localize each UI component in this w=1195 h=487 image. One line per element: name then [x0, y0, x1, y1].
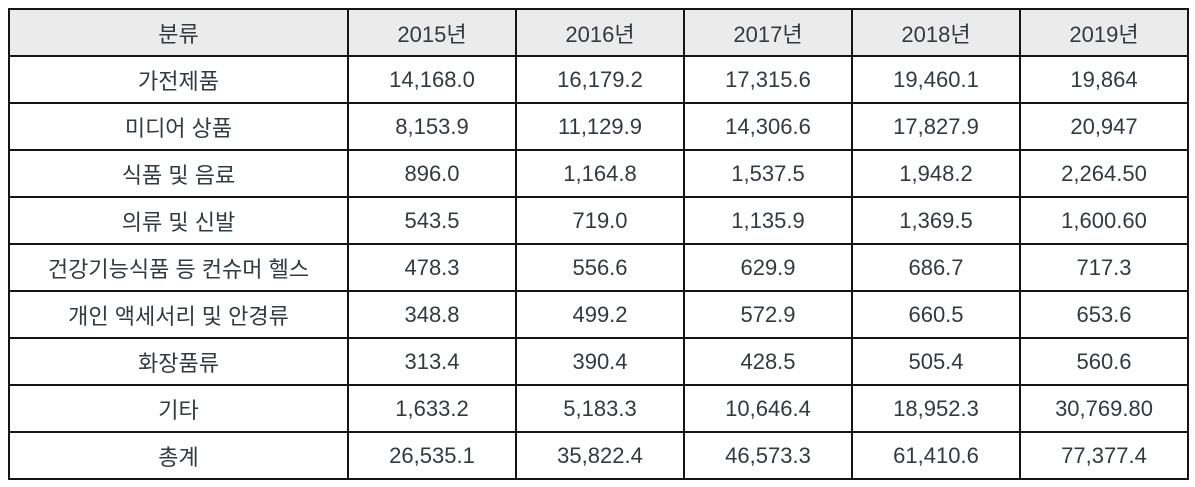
table-cell: 505.4	[851, 337, 1021, 386]
table-cell: 1,369.5	[851, 196, 1021, 245]
table-cell: 1,135.9	[683, 196, 853, 245]
table-row: 가전제품 14,168.0 16,179.2 17,315.6 19,460.1…	[8, 55, 1189, 104]
column-header-2018: 2018년	[851, 8, 1021, 57]
row-label: 가전제품	[8, 55, 349, 104]
row-label: 건강기능식품 등 컨슈머 헬스	[8, 243, 349, 292]
table-cell: 653.6	[1019, 290, 1189, 339]
table-cell: 11,129.9	[515, 102, 685, 151]
table-cell: 77,377.4	[1019, 431, 1189, 480]
table-cell: 543.5	[347, 196, 517, 245]
table-cell: 20,947	[1019, 102, 1189, 151]
table-cell: 1,600.60	[1019, 196, 1189, 245]
table-cell: 17,315.6	[683, 55, 853, 104]
table-cell: 16,179.2	[515, 55, 685, 104]
table-cell: 719.0	[515, 196, 685, 245]
table-cell: 14,168.0	[347, 55, 517, 104]
table-cell: 348.8	[347, 290, 517, 339]
table-cell: 1,164.8	[515, 149, 685, 198]
table-cell: 717.3	[1019, 243, 1189, 292]
table-cell: 5,183.3	[515, 384, 685, 433]
table-cell: 26,535.1	[347, 431, 517, 480]
table-row: 식품 및 음료 896.0 1,164.8 1,537.5 1,948.2 2,…	[8, 149, 1189, 198]
table-row-total: 총계 26,535.1 35,822.4 46,573.3 61,410.6 7…	[8, 431, 1189, 480]
column-header-2019: 2019년	[1019, 8, 1189, 57]
table-cell: 560.6	[1019, 337, 1189, 386]
row-label: 기타	[8, 384, 349, 433]
row-label: 총계	[8, 431, 349, 480]
row-label: 미디어 상품	[8, 102, 349, 151]
table-cell: 478.3	[347, 243, 517, 292]
table-cell: 313.4	[347, 337, 517, 386]
row-label: 화장품류	[8, 337, 349, 386]
table-cell: 10,646.4	[683, 384, 853, 433]
column-header-category: 분류	[8, 8, 349, 57]
table-row: 개인 액세서리 및 안경류 348.8 499.2 572.9 660.5 65…	[8, 290, 1189, 339]
table-cell: 8,153.9	[347, 102, 517, 151]
table-cell: 556.6	[515, 243, 685, 292]
row-label: 개인 액세서리 및 안경류	[8, 290, 349, 339]
table-cell: 30,769.80	[1019, 384, 1189, 433]
table-cell: 19,864	[1019, 55, 1189, 104]
table-cell: 14,306.6	[683, 102, 853, 151]
table-cell: 46,573.3	[683, 431, 853, 480]
table-cell: 660.5	[851, 290, 1021, 339]
table-cell: 390.4	[515, 337, 685, 386]
table-cell: 19,460.1	[851, 55, 1021, 104]
table-cell: 1,537.5	[683, 149, 853, 198]
column-header-2016: 2016년	[515, 8, 685, 57]
table-row: 미디어 상품 8,153.9 11,129.9 14,306.6 17,827.…	[8, 102, 1189, 151]
table-cell: 61,410.6	[851, 431, 1021, 480]
column-header-2015: 2015년	[347, 8, 517, 57]
table-cell: 2,264.50	[1019, 149, 1189, 198]
header-row: 분류 2015년 2016년 2017년 2018년 2019년	[8, 8, 1189, 57]
table-row: 의류 및 신발 543.5 719.0 1,135.9 1,369.5 1,60…	[8, 196, 1189, 245]
table-cell: 428.5	[683, 337, 853, 386]
table-cell: 686.7	[851, 243, 1021, 292]
table-cell: 1,633.2	[347, 384, 517, 433]
table-cell: 499.2	[515, 290, 685, 339]
table-cell: 896.0	[347, 149, 517, 198]
table-cell: 629.9	[683, 243, 853, 292]
row-label: 의류 및 신발	[8, 196, 349, 245]
table-cell: 17,827.9	[851, 102, 1021, 151]
table-cell: 572.9	[683, 290, 853, 339]
table-cell: 1,948.2	[851, 149, 1021, 198]
row-label: 식품 및 음료	[8, 149, 349, 198]
table-row: 화장품류 313.4 390.4 428.5 505.4 560.6	[8, 337, 1189, 386]
table-cell: 35,822.4	[515, 431, 685, 480]
table-row: 기타 1,633.2 5,183.3 10,646.4 18,952.3 30,…	[8, 384, 1189, 433]
category-year-table: 분류 2015년 2016년 2017년 2018년 2019년 가전제품 14…	[8, 8, 1189, 480]
column-header-2017: 2017년	[683, 8, 853, 57]
table-cell: 18,952.3	[851, 384, 1021, 433]
table-row: 건강기능식품 등 컨슈머 헬스 478.3 556.6 629.9 686.7 …	[8, 243, 1189, 292]
